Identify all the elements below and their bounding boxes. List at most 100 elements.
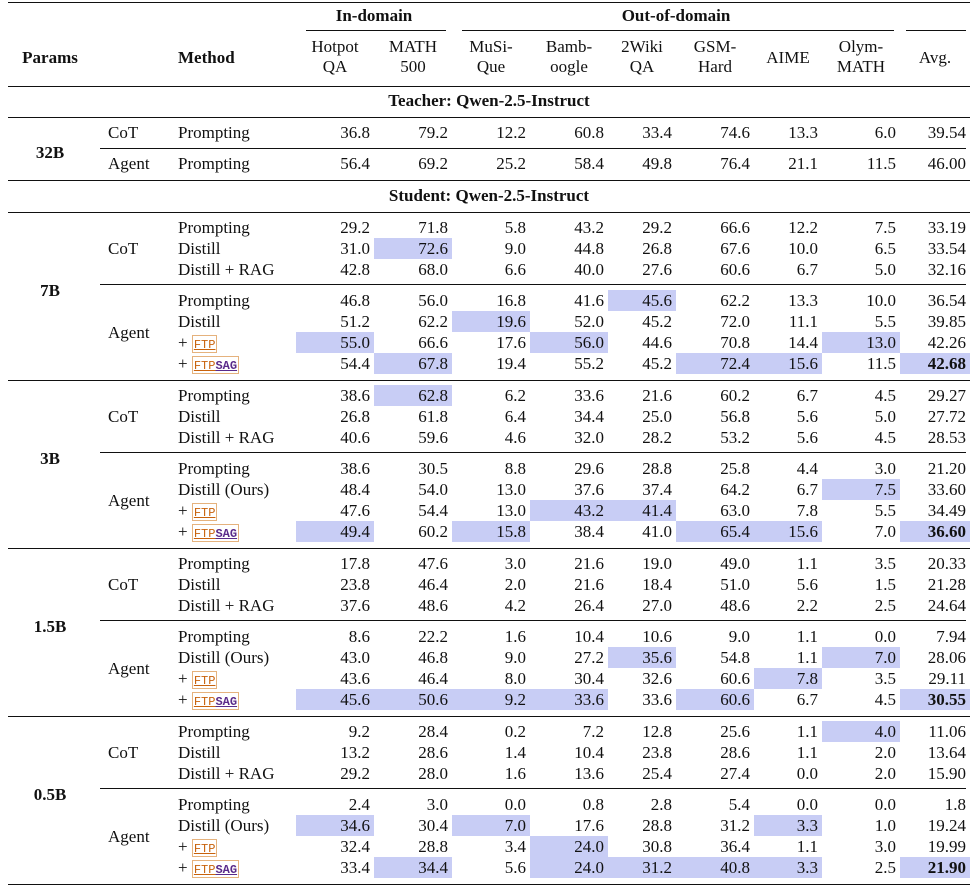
value-cell: 5.5 <box>874 501 896 520</box>
table-rule <box>8 180 970 181</box>
value-cell: 33.6 <box>574 386 604 405</box>
column-header: Olym- MATH <box>836 37 886 76</box>
value-cell: 56.0 <box>418 291 448 310</box>
value-cell: 17.8 <box>340 554 370 573</box>
value-cell: 1.0 <box>874 816 896 835</box>
value-cell: 16.8 <box>496 291 526 310</box>
value-cell: 9.0 <box>728 627 750 646</box>
value-cell: 4.5 <box>874 428 896 447</box>
value-cell: 30.8 <box>642 837 672 856</box>
value-cell: 32.4 <box>340 837 370 856</box>
value-cell: 5.0 <box>874 407 896 426</box>
value-cell: 6.5 <box>874 239 896 258</box>
value-cell: 9.2 <box>452 689 530 710</box>
value-cell: 9.0 <box>504 648 526 667</box>
column-group-rule <box>100 148 966 149</box>
group-type-label: CoT <box>108 743 139 762</box>
method-label: Prompting <box>178 123 250 142</box>
value-cell: 29.11 <box>928 669 966 688</box>
value-cell: 51.2 <box>340 312 370 331</box>
method-label: + FTPSAG <box>178 354 240 374</box>
method-label: + FTPSAG <box>178 858 240 878</box>
value-cell: 21.6 <box>574 575 604 594</box>
table-rule <box>8 117 970 118</box>
value-cell: 21.6 <box>574 554 604 573</box>
table-rule <box>8 548 970 549</box>
value-cell: 1.6 <box>504 627 526 646</box>
value-cell: 5.6 <box>796 428 818 447</box>
method-label: Prompting <box>178 386 250 405</box>
params-label: 0.5B <box>33 785 67 804</box>
value-cell: 28.06 <box>927 648 966 667</box>
value-cell: 34.6 <box>296 815 374 836</box>
value-cell: 28.8 <box>642 816 672 835</box>
value-cell: 76.4 <box>720 154 750 173</box>
value-cell: 28.6 <box>720 743 750 762</box>
value-cell: 4.5 <box>874 690 896 709</box>
value-cell: 13.0 <box>496 501 526 520</box>
value-cell: 62.2 <box>720 291 750 310</box>
value-cell: 1.1 <box>796 837 818 856</box>
column-header: Bamb-oogle <box>545 37 593 76</box>
method-header: Method <box>178 48 235 67</box>
column-group-rule <box>100 452 966 453</box>
value-cell: 42.8 <box>340 260 370 279</box>
value-cell: 26.8 <box>642 239 672 258</box>
value-cell: 41.0 <box>642 522 672 541</box>
value-cell: 10.4 <box>574 743 604 762</box>
value-cell: 45.6 <box>296 689 374 710</box>
value-cell: 66.6 <box>418 333 448 352</box>
value-cell: 37.6 <box>574 480 604 499</box>
method-label: Prompting <box>178 218 250 237</box>
method-label: Distill <box>178 239 221 258</box>
value-cell: 41.4 <box>608 500 676 521</box>
value-cell: 8.6 <box>348 627 370 646</box>
value-cell: 27.6 <box>642 260 672 279</box>
value-cell: 62.2 <box>418 312 448 331</box>
value-cell: 71.8 <box>418 218 448 237</box>
value-cell: 29.2 <box>642 218 672 237</box>
value-cell: 79.2 <box>418 123 448 142</box>
value-cell: 5.5 <box>874 312 896 331</box>
value-cell: 69.2 <box>418 154 448 173</box>
value-cell: 20.33 <box>927 554 966 573</box>
value-cell: 6.7 <box>796 260 818 279</box>
value-cell: 46.4 <box>418 575 448 594</box>
value-cell: 39.54 <box>927 123 966 142</box>
value-cell: 5.6 <box>796 407 818 426</box>
value-cell: 13.3 <box>788 123 818 142</box>
value-cell: 2.5 <box>874 596 896 615</box>
value-cell: 7.5 <box>822 479 900 500</box>
method-label: + FTP <box>178 669 218 689</box>
value-cell: 6.4 <box>504 407 526 426</box>
value-cell: 30.4 <box>574 669 604 688</box>
value-cell: 9.0 <box>504 239 526 258</box>
value-cell: 3.3 <box>754 815 822 836</box>
value-cell: 30.4 <box>418 816 448 835</box>
value-cell: 56.8 <box>720 407 750 426</box>
value-cell: 2.2 <box>796 596 818 615</box>
value-cell: 45.2 <box>642 312 672 331</box>
value-cell: 28.8 <box>418 837 448 856</box>
value-cell: 36.4 <box>720 837 750 856</box>
value-cell: 37.6 <box>340 596 370 615</box>
value-cell: 33.6 <box>530 689 608 710</box>
column-header: GSM- Hard <box>693 37 737 76</box>
value-cell: 34.4 <box>374 857 452 878</box>
in-domain-header: In-domain <box>335 6 413 25</box>
value-cell: 0.0 <box>796 764 818 783</box>
value-cell: 3.0 <box>874 837 896 856</box>
value-cell: 48.4 <box>340 480 370 499</box>
value-cell: 55.2 <box>574 354 604 373</box>
value-cell: 0.0 <box>796 795 818 814</box>
column-group-rule <box>462 30 894 31</box>
value-cell: 3.4 <box>504 837 526 856</box>
value-cell: 19.6 <box>452 311 530 332</box>
value-cell: 5.4 <box>728 795 750 814</box>
value-cell: 5.8 <box>504 218 526 237</box>
value-cell: 46.8 <box>340 291 370 310</box>
value-cell: 11.1 <box>788 312 818 331</box>
value-cell: 2.5 <box>874 858 896 877</box>
value-cell: 31.2 <box>720 816 750 835</box>
value-cell: 4.4 <box>796 459 818 478</box>
